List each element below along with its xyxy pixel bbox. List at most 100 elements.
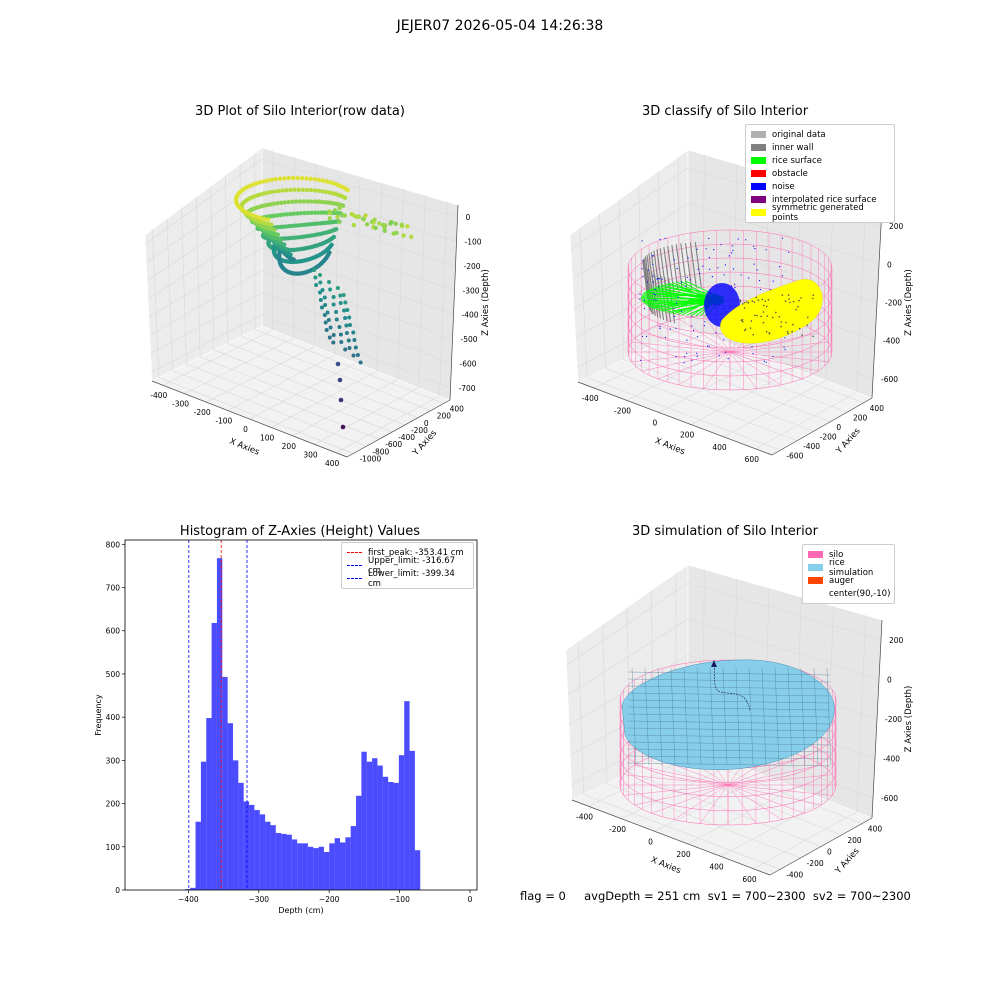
- panel1-data-point: [355, 353, 360, 357]
- histogram-bar: [377, 765, 383, 890]
- panel2-noise-point: [677, 296, 679, 298]
- leg2-label: interpolated rice surface: [772, 194, 877, 205]
- panel2-symmetric-point: [752, 333, 754, 336]
- panel1-data-point: [312, 268, 317, 272]
- panel2-grid-z: [572, 203, 689, 280]
- panel1-grid-z: [147, 225, 263, 300]
- leg2-swatch: [751, 144, 766, 151]
- panel1-data-point: [353, 345, 358, 350]
- panel1-grid-y: [255, 329, 444, 404]
- panel1-data-point: [309, 210, 314, 215]
- panel1-data-point: [265, 178, 270, 183]
- histogram-bar: [366, 761, 373, 890]
- panel2-noise-point: [664, 336, 667, 339]
- panel1-data-point: [291, 257, 296, 262]
- panel2-x-tick-label: 0: [652, 418, 657, 427]
- panel4-rice-mesh-line: [627, 713, 831, 718]
- panel4-z-axis-label: Z Axies (Depth): [904, 686, 914, 753]
- panel1-data-point: [272, 227, 277, 232]
- panel1-data-point: [288, 187, 293, 193]
- panel1-data-point: [275, 201, 280, 206]
- panel1-data-point: [331, 333, 336, 337]
- panel1-data-point: [401, 233, 406, 238]
- panel1-data-point: [309, 199, 314, 204]
- panel1-data-point: [382, 228, 387, 233]
- panel1-data-point: [346, 338, 351, 343]
- panel1-data-point: [292, 187, 297, 192]
- panel2-noise-point: [765, 249, 767, 251]
- panel2-noise-point: [718, 355, 720, 357]
- panel2-noise-point: [643, 299, 645, 301]
- panel1-data-point: [275, 232, 280, 237]
- panel2-silo-spoke: [657, 351, 731, 380]
- leg3-swatch: [347, 552, 362, 553]
- panel1-data-point: [255, 214, 260, 220]
- panel1-data-point: [258, 215, 263, 221]
- panel1-x-tick-label: -300: [172, 400, 189, 409]
- panel1-data-point: [266, 217, 271, 222]
- leg2-label: inner wall: [772, 142, 814, 153]
- panel2-grid-y: [623, 359, 814, 432]
- panel1-data-point: [291, 211, 297, 216]
- panel1-x-tick-label: 0: [243, 425, 248, 434]
- panel2-symmetric-point: [753, 301, 756, 303]
- panel1-grid-y: [213, 349, 406, 426]
- panel1-data-point: [373, 225, 378, 231]
- panel2-y-tick-label: 200: [853, 413, 868, 422]
- panel1-data-point: [304, 187, 310, 193]
- panel2-silo-spoke: [641, 332, 731, 353]
- panel4-rice-mesh-line: [722, 667, 728, 766]
- panel2-noise-point: [696, 355, 698, 357]
- panel1-data-point: [344, 323, 349, 328]
- panel2-symmetric-point: [787, 294, 790, 296]
- leg2-entry: inner wall: [751, 141, 889, 154]
- panel2-noise-point: [756, 269, 758, 271]
- panel1-data-point: [323, 200, 328, 205]
- panel1-grid-z: [261, 292, 452, 364]
- panel1-grid-x: [206, 346, 315, 403]
- panel1-data-point: [328, 180, 333, 185]
- panel2-grid-x: [691, 368, 796, 425]
- panel2-symmetric-point: [788, 298, 790, 300]
- panel2-legend: original data inner wall rice surface obsta…: [745, 124, 895, 223]
- leg2-swatch: [751, 131, 766, 138]
- panel2-noise-point: [642, 276, 644, 278]
- panel1-data-point: [261, 179, 266, 184]
- panel4-auger-trace: [713, 661, 751, 711]
- histogram-y-tick-label: 700: [106, 584, 121, 593]
- leg2-label: noise: [772, 181, 795, 192]
- panel4-grid-z: [566, 582, 689, 666]
- panel1-z-tick-label: -600: [460, 359, 477, 368]
- panel1-grid-z: [145, 158, 263, 245]
- histogram-bar: [211, 622, 217, 890]
- panel2-symmetric-point: [754, 314, 756, 317]
- panel1-x-tick-label: 400: [325, 459, 340, 468]
- panel2-noise-point: [655, 299, 657, 301]
- histogram-bar: [281, 833, 287, 890]
- panel1-data-point: [303, 222, 308, 227]
- panel1-data-point: [343, 300, 348, 305]
- panel2-noise-point: [713, 249, 715, 251]
- panel2-symmetric-point: [766, 315, 769, 317]
- panel2-noise-point: [711, 276, 714, 278]
- panel1-grid-y-wall: [210, 186, 215, 351]
- panel1-x-tick-label: 100: [260, 433, 275, 442]
- panel2-noise-point: [753, 263, 755, 265]
- panel1-data-point: [301, 199, 306, 204]
- panel2-noise-point: [748, 277, 750, 279]
- panel2-noise-point: [657, 278, 659, 280]
- panel2-noise-point: [684, 356, 686, 358]
- histogram-bar: [404, 701, 410, 890]
- panel1-grid-x-wall: [418, 195, 426, 388]
- panel2-noise-point: [683, 362, 685, 364]
- panel1-grid-z: [146, 181, 263, 263]
- panel2-noise-point: [673, 308, 675, 310]
- panel1-grid-y: [227, 342, 418, 419]
- panel2-noise-point: [658, 278, 661, 280]
- panel2-noise-point: [737, 238, 739, 240]
- panel4-rice-mesh-line: [644, 667, 650, 766]
- panel2-grid-z: [573, 238, 689, 309]
- histogram-bar: [382, 776, 389, 890]
- histogram-bar: [361, 751, 367, 890]
- panel2-z-tick-label: 200: [889, 222, 904, 231]
